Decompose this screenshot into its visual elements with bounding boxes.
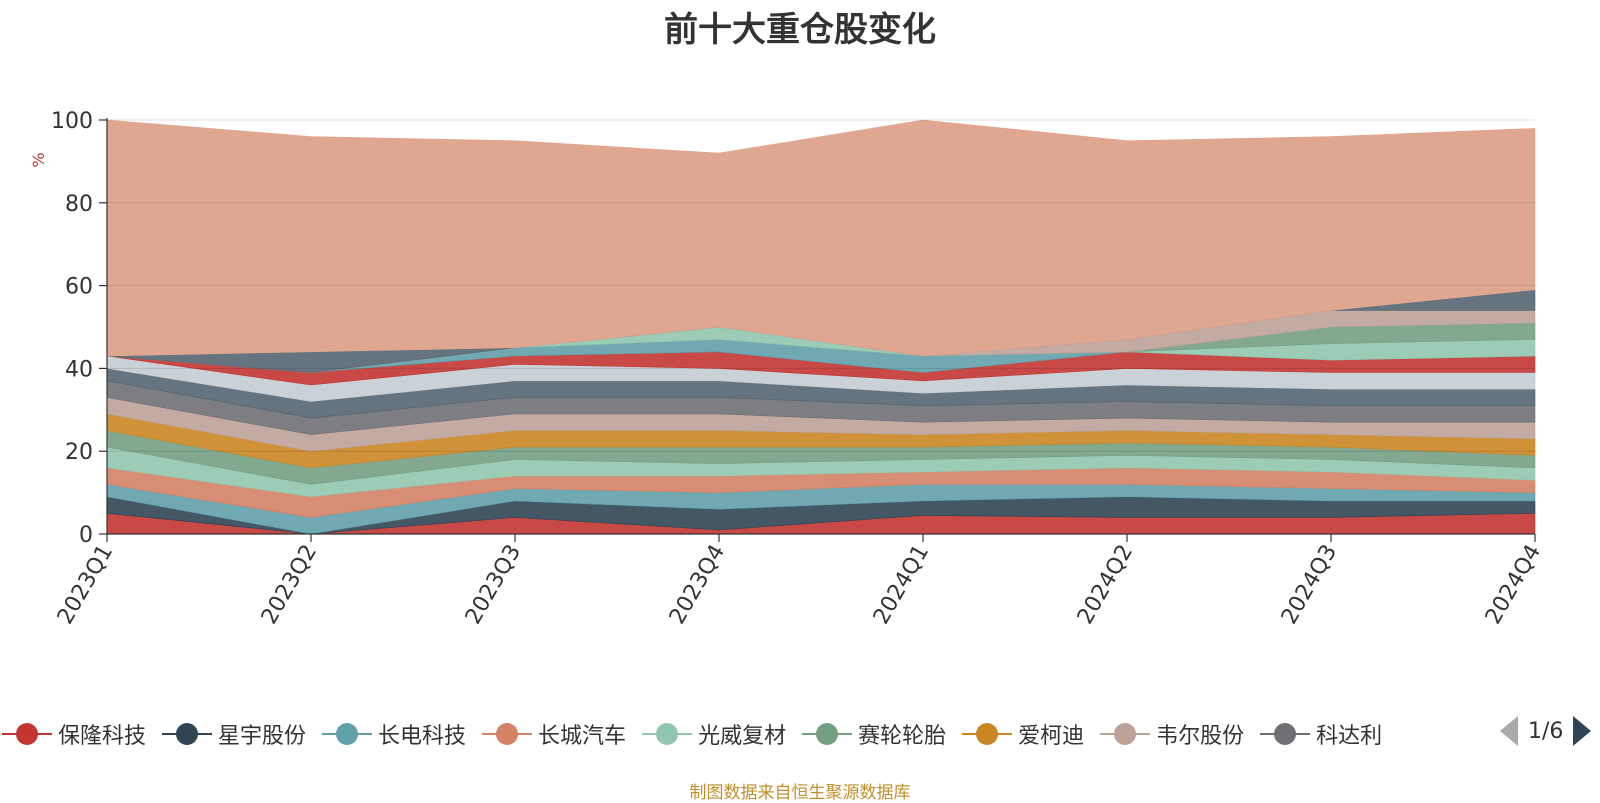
legend-item-label: 保隆科技 [58,724,147,749]
legend-item-label: 科达利 [1316,724,1383,749]
legend-item[interactable]: 长城汽车 [482,718,626,750]
y-tick-label: 40 [65,357,93,382]
x-tick-label: 2024Q1 [869,541,934,629]
x-tick-label: 2023Q1 [53,541,118,629]
legend-item[interactable]: 星宇股份 [162,718,306,750]
legend-marker-icon [162,723,213,745]
legend-page-indicator: 1/6 [1528,718,1564,744]
legend-item-label: 爱柯迪 [1018,724,1085,749]
legend-marker-icon [482,723,533,745]
legend-item-label: 长电科技 [378,724,467,749]
legend-marker-icon [1100,723,1151,745]
legend-item-label: 赛轮轮胎 [858,724,947,749]
y-tick-label: 0 [79,523,93,548]
legend-marker-icon [962,723,1013,745]
legend-item[interactable]: 爱柯迪 [962,718,1084,750]
chart-title: 前十大重仓股变化 [664,10,936,50]
legend-marker-icon [802,723,853,745]
legend-item-label: 星宇股份 [218,724,307,749]
legend-item[interactable]: 赛轮轮胎 [802,718,946,750]
data-source-note: 制图数据来自恒生聚源数据库 [689,783,911,803]
legend: 保隆科技 星宇股份 长电科技 长城汽车 光威复材 赛轮轮胎 爱柯迪 韦尔股份 科达利 [0,712,1485,756]
legend-item[interactable]: 科达利 [1260,718,1382,750]
legend-marker-icon [1260,723,1311,745]
legend-marker-icon [322,723,373,745]
legend-marker-icon [642,723,693,745]
y-axis-label: % [29,152,48,167]
stacked-area-chart: 0 20 40 60 80 100 2023Q1 2023Q2 2023Q3 2023Q4 2024… [29,109,1546,629]
legend-pager: 1/6 [1500,716,1592,746]
y-tick-label: 20 [65,440,93,465]
legend-item-label: 光威复材 [698,724,787,749]
x-tick-label: 2023Q4 [665,541,730,629]
x-tick-label: 2024Q2 [1073,541,1138,629]
legend-item[interactable]: 光威复材 [642,718,786,750]
legend-item[interactable]: 长电科技 [322,718,466,750]
legend-prev-arrow-icon[interactable] [1500,716,1518,746]
x-tick-label: 2024Q4 [1481,541,1546,629]
legend-item[interactable]: 保隆科技 [2,718,146,750]
area-series-18 [106,119,1536,357]
y-tick-label: 80 [65,192,93,217]
legend-marker-icon [2,723,52,745]
area-series-group [106,119,1536,535]
legend-item-label: 韦尔股份 [1156,724,1245,749]
x-tick-label: 2024Q3 [1277,541,1342,629]
x-tick-label: 2023Q3 [461,541,526,629]
x-tick-label: 2023Q2 [257,541,322,629]
legend-next-arrow-icon[interactable] [1573,716,1592,746]
legend-item[interactable]: 韦尔股份 [1100,718,1244,750]
y-tick-label: 60 [65,275,93,300]
y-tick-label: 100 [51,109,93,134]
legend-item-label: 长城汽车 [538,724,627,749]
